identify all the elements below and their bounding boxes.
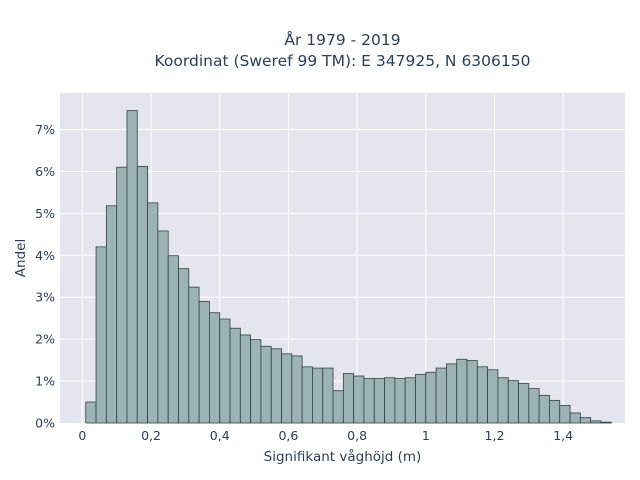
x-tick-label: 1,2 — [485, 428, 505, 443]
histogram-bar — [291, 355, 303, 424]
histogram-bar — [136, 165, 148, 424]
chart-title-line1: År 1979 - 2019 — [284, 30, 400, 49]
histogram-bar — [126, 110, 138, 424]
histogram-bar — [178, 268, 190, 424]
y-tick-label: 2% — [35, 332, 55, 347]
histogram-bar — [116, 166, 128, 424]
histogram-bar — [549, 399, 561, 424]
histogram-bar — [363, 378, 375, 424]
histogram-bar — [415, 373, 427, 424]
histogram-bar — [476, 366, 489, 424]
histogram-bar — [147, 202, 159, 424]
histogram-bar — [167, 255, 179, 424]
x-tick-label: 1 — [422, 428, 430, 443]
x-tick-label: 0,6 — [278, 428, 298, 443]
histogram-bar — [538, 394, 550, 424]
y-tick-label: 1% — [35, 374, 55, 389]
histogram-bar — [105, 205, 118, 424]
y-axis-ticks: 0% 1% 2% 3% 4% 5% 6% 7% — [35, 122, 55, 431]
histogram-bar — [579, 417, 592, 424]
y-tick-label: 0% — [35, 416, 55, 431]
histogram-bar — [456, 358, 468, 424]
histogram-bar — [466, 360, 478, 424]
histogram-bar — [487, 369, 499, 424]
chart-title-line2: Koordinat (Sweref 99 TM): E 347925, N 63… — [155, 52, 531, 70]
histogram-bar — [590, 420, 602, 424]
x-tick-label: 0 — [78, 428, 86, 443]
histogram-bar — [353, 375, 365, 424]
histogram-bar — [384, 377, 396, 424]
histogram-bar — [219, 318, 231, 424]
histogram-bar — [528, 388, 540, 424]
x-axis-ticks: 0 0,2 0,4 0,6 0,8 1 1,2 1,4 — [78, 428, 573, 443]
histogram-bar — [239, 334, 252, 424]
histogram-bar — [507, 380, 519, 424]
histogram-bar — [435, 367, 447, 424]
y-tick-label: 6% — [35, 164, 55, 179]
histogram-bar — [209, 312, 221, 424]
histogram-bar — [95, 246, 107, 424]
histogram-bar — [188, 286, 200, 424]
histogram-bar — [600, 421, 612, 424]
x-tick-label: 0,8 — [347, 428, 367, 443]
histogram-bar — [342, 373, 355, 424]
histogram-bar — [569, 412, 581, 424]
histogram-bar — [425, 371, 437, 424]
x-tick-label: 0,4 — [210, 428, 230, 443]
histogram-bar — [157, 230, 169, 424]
histogram-bar — [404, 377, 416, 424]
x-tick-label: 0,2 — [141, 428, 161, 443]
y-tick-label: 4% — [35, 248, 55, 263]
histogram-bar — [281, 353, 293, 424]
y-axis-title: Andel — [13, 239, 29, 277]
histogram-bar — [559, 404, 571, 424]
histogram-bar — [250, 339, 262, 424]
histogram-bar — [518, 383, 530, 424]
x-tick-label: 1,4 — [553, 428, 573, 443]
histogram-bar — [322, 367, 334, 424]
histogram-bar — [260, 345, 272, 424]
histogram-bar — [229, 327, 241, 424]
histogram-bar — [198, 300, 210, 424]
histogram-bar — [332, 390, 344, 424]
y-tick-label: 3% — [35, 290, 55, 305]
histogram-bar — [312, 367, 324, 424]
y-tick-label: 5% — [35, 206, 55, 221]
histogram-bars — [85, 110, 612, 424]
histogram-bar — [270, 348, 282, 424]
histogram-bar — [301, 366, 313, 424]
histogram-bar — [373, 378, 385, 424]
histogram-bar — [394, 378, 406, 424]
x-axis-title: Signifikant våghöjd (m) — [264, 448, 422, 465]
y-tick-label: 7% — [35, 122, 55, 137]
histogram-bar — [85, 401, 97, 424]
histogram-bar — [497, 377, 509, 424]
histogram-bar — [445, 363, 458, 424]
